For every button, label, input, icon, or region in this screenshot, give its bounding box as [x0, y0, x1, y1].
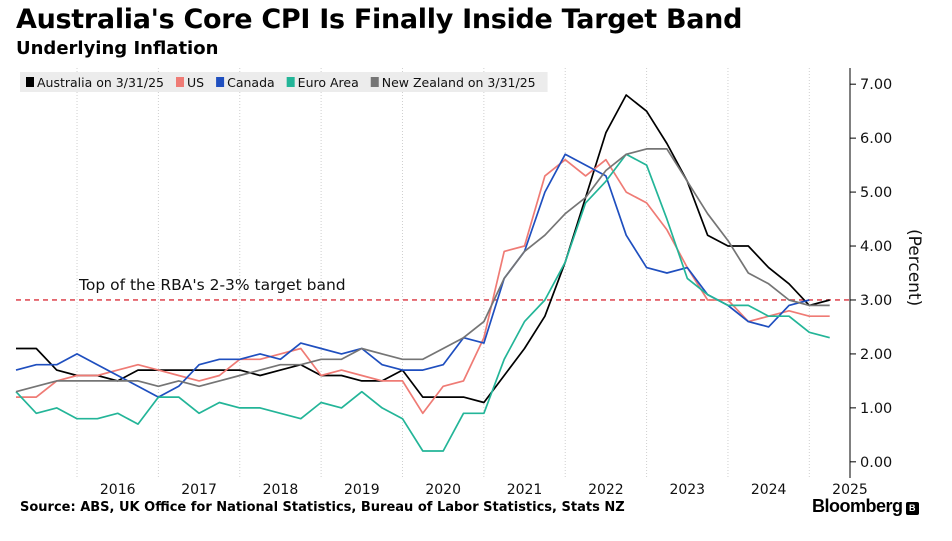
- x-tick-label: 2016: [100, 482, 136, 498]
- x-tick-label: 2019: [344, 482, 380, 498]
- legend-swatch: [216, 77, 225, 87]
- legend: Australia on 3/31/25 US Canada Euro Area New…: [20, 72, 548, 92]
- x-tick-label: 2024: [751, 482, 787, 498]
- x-tick-label: 2022: [588, 482, 624, 498]
- y-tick-label: 7.00: [860, 77, 892, 93]
- legend-swatch: [26, 77, 34, 87]
- source-note: Source: ABS, UK Office for National Stat…: [20, 500, 625, 515]
- legend-label: US: [187, 75, 204, 90]
- legend-swatch: [286, 77, 295, 87]
- x-tick-label: 2017: [181, 482, 217, 498]
- legend-label: Australia on 3/31/25: [37, 75, 164, 90]
- reference-line-label: Top of the RBA's 2-3% target band: [78, 276, 346, 294]
- series-line-euro-area: [15, 153, 830, 452]
- y-tick-label: 2.00: [860, 347, 892, 363]
- x-tick-label: 2018: [263, 482, 299, 498]
- x-tick-label: 2020: [425, 482, 461, 498]
- legend-label: Canada: [227, 75, 275, 90]
- chart-title: Australia's Core CPI Is Finally Inside T…: [16, 4, 743, 35]
- series-line-canada: [15, 153, 810, 398]
- y-tick-label: 1.00: [860, 401, 892, 417]
- chart-subtitle: Underlying Inflation: [16, 38, 219, 59]
- y-tick-label: 3.00: [860, 293, 892, 309]
- x-tick-label: 2021: [507, 482, 543, 498]
- legend-swatch: [370, 77, 379, 87]
- series-line-us: [16, 158, 830, 415]
- y-tick-label: 6.00: [860, 131, 892, 147]
- y-tick-label: 5.00: [860, 185, 892, 201]
- x-tick-label: 2023: [669, 482, 705, 498]
- series-line-new-zealand-on-3-31-25: [15, 148, 830, 393]
- y-axis-label: (Percent): [904, 229, 924, 306]
- bloomberg-logo: Bloomberg B: [812, 496, 919, 517]
- brand-name: Bloomberg: [812, 496, 903, 516]
- legend-background: [20, 72, 548, 92]
- y-tick-label: 0.00: [860, 455, 892, 471]
- series-line-australia-on-3-31-25: [16, 94, 830, 404]
- y-tick-label: 4.00: [860, 239, 892, 255]
- x-tick-label: 2025: [832, 482, 868, 498]
- legend-label: Euro Area: [298, 75, 359, 90]
- legend-swatch: [176, 77, 184, 87]
- legend-label: New Zealand on 3/31/25: [382, 75, 536, 90]
- bloomberg-terminal-icon: B: [905, 502, 919, 515]
